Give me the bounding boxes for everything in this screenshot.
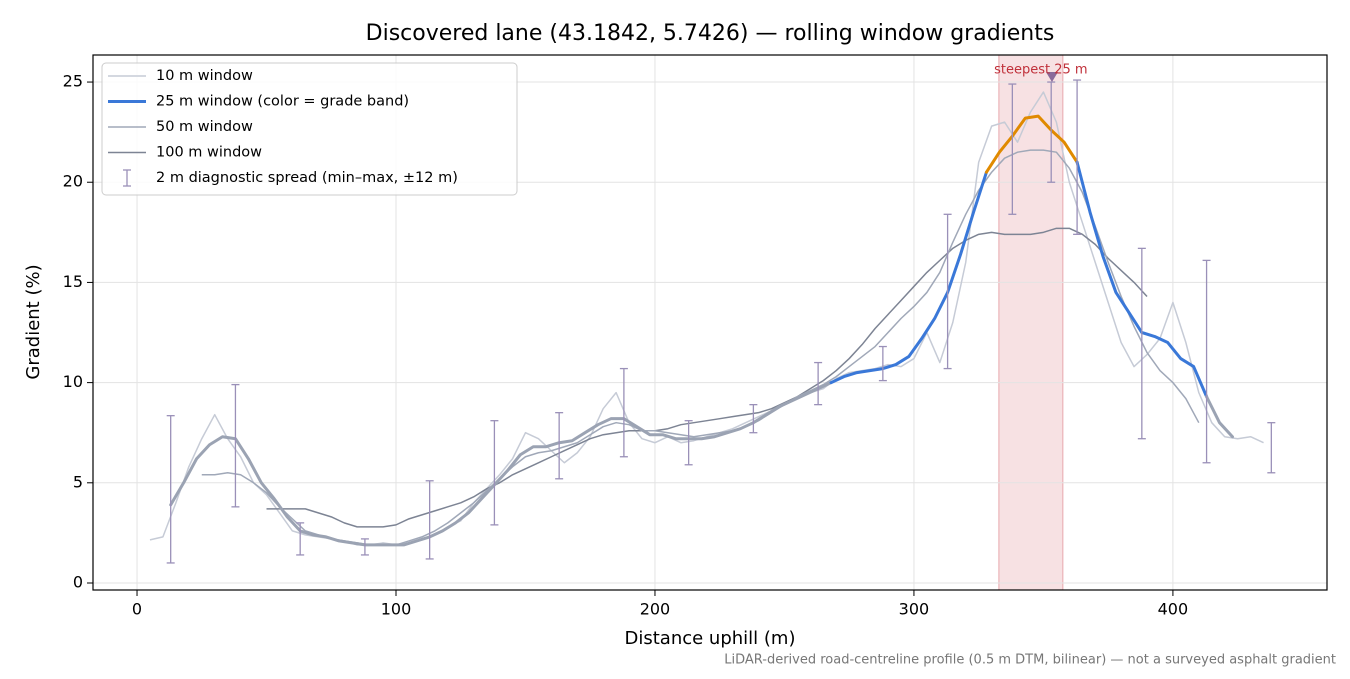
series-line bbox=[266, 227, 1148, 528]
error-bar bbox=[943, 213, 952, 370]
y-tick-label: 25 bbox=[63, 72, 83, 91]
error-bar bbox=[749, 404, 758, 434]
error-bar bbox=[1073, 79, 1082, 235]
error-bar bbox=[619, 367, 628, 458]
error-bar bbox=[296, 522, 305, 556]
error-bar bbox=[490, 420, 499, 526]
footnote: LiDAR-derived road-centreline profile (0… bbox=[724, 653, 1336, 668]
error-bar bbox=[425, 480, 434, 560]
y-tick-label: 15 bbox=[63, 272, 83, 291]
legend-label: 100 m window bbox=[156, 145, 262, 161]
error-bar bbox=[360, 538, 369, 556]
series-line bbox=[984, 114, 1079, 174]
steepest-span bbox=[998, 54, 1064, 591]
legend-label: 10 m window bbox=[156, 68, 253, 84]
series-line bbox=[169, 381, 833, 547]
error-bar bbox=[814, 361, 823, 406]
y-tick-label: 10 bbox=[63, 372, 83, 391]
x-tick-label: 0 bbox=[132, 600, 142, 619]
legend-label: 25 m window (color = grade band) bbox=[156, 94, 409, 110]
y-tick-label: 5 bbox=[73, 472, 83, 491]
chart-title: Discovered lane (43.1842, 5.7426) — roll… bbox=[366, 21, 1055, 46]
x-axis-label: Distance uphill (m) bbox=[625, 628, 796, 649]
series-line bbox=[829, 170, 988, 385]
legend-label: 2 m diagnostic spread (min–max, ±12 m) bbox=[156, 170, 458, 186]
x-tick-label: 100 bbox=[381, 600, 412, 619]
legend-box bbox=[101, 62, 518, 196]
y-tick-label: 0 bbox=[73, 572, 83, 591]
error-bar bbox=[878, 345, 887, 382]
x-tick-label: 300 bbox=[899, 600, 930, 619]
error-bar bbox=[1202, 259, 1211, 464]
error-bar bbox=[231, 383, 240, 508]
plot-frame bbox=[92, 54, 1328, 591]
x-tick-label: 400 bbox=[1158, 600, 1189, 619]
series-line bbox=[1205, 395, 1234, 439]
y-tick-label: 20 bbox=[63, 172, 83, 191]
error-bar bbox=[684, 420, 693, 466]
error-bar bbox=[555, 412, 564, 480]
steepest-marker bbox=[1045, 72, 1058, 83]
error-bar bbox=[166, 415, 175, 564]
error-bar bbox=[1008, 83, 1017, 215]
steepest-label: steepest 25 m bbox=[994, 63, 1087, 78]
error-bar bbox=[1047, 81, 1056, 183]
x-tick-label: 200 bbox=[640, 600, 671, 619]
error-bar bbox=[1267, 422, 1276, 474]
legend-label: 50 m window bbox=[156, 119, 253, 135]
y-axis-label: Gradient (%) bbox=[23, 264, 44, 379]
error-bar bbox=[1137, 247, 1146, 440]
